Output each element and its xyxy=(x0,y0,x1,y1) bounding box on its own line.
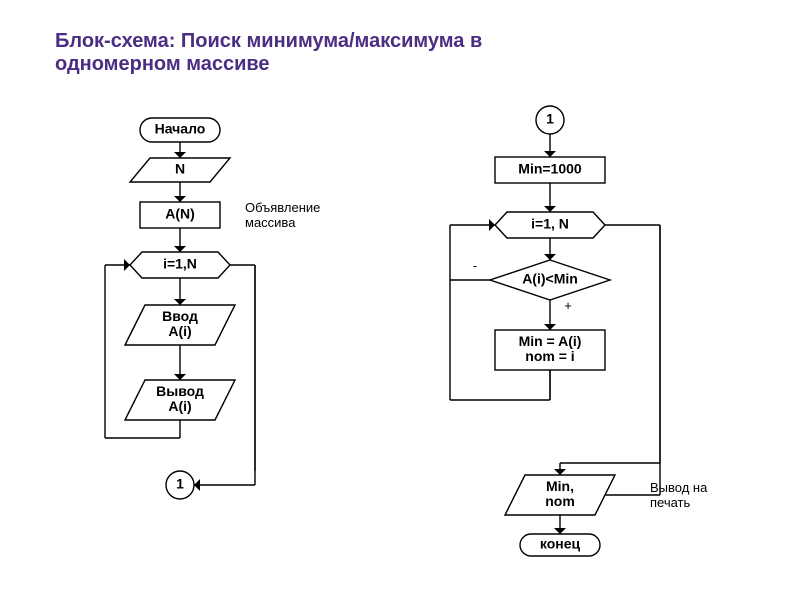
svg-text:N: N xyxy=(175,161,185,177)
svg-text:конец: конец xyxy=(540,536,581,552)
svg-text:i=1,N: i=1,N xyxy=(163,256,197,272)
svg-text:nom = i: nom = i xyxy=(525,348,574,364)
svg-text:-: - xyxy=(473,258,477,273)
svg-text:nom: nom xyxy=(545,493,575,509)
svg-text:Ввод: Ввод xyxy=(162,308,198,324)
svg-text:1: 1 xyxy=(176,476,184,492)
flowchart-diagram: НачалоNA(N)i=1,NВводA(i)ВыводA(i)11Min=1… xyxy=(0,0,800,600)
svg-text:A(i): A(i) xyxy=(168,323,191,339)
svg-text:Вывод: Вывод xyxy=(156,383,204,399)
svg-text:A(N): A(N) xyxy=(165,206,195,222)
svg-text:A(i)<Min: A(i)<Min xyxy=(522,271,578,287)
svg-text:i=1, N: i=1, N xyxy=(531,216,569,232)
svg-text:Min = A(i): Min = A(i) xyxy=(519,333,582,349)
svg-text:A(i): A(i) xyxy=(168,398,191,414)
svg-text:Min,: Min, xyxy=(546,478,574,494)
svg-text:+: + xyxy=(564,298,572,313)
svg-text:Начало: Начало xyxy=(155,121,206,137)
svg-text:1: 1 xyxy=(546,111,554,127)
svg-text:Min=1000: Min=1000 xyxy=(518,161,582,177)
